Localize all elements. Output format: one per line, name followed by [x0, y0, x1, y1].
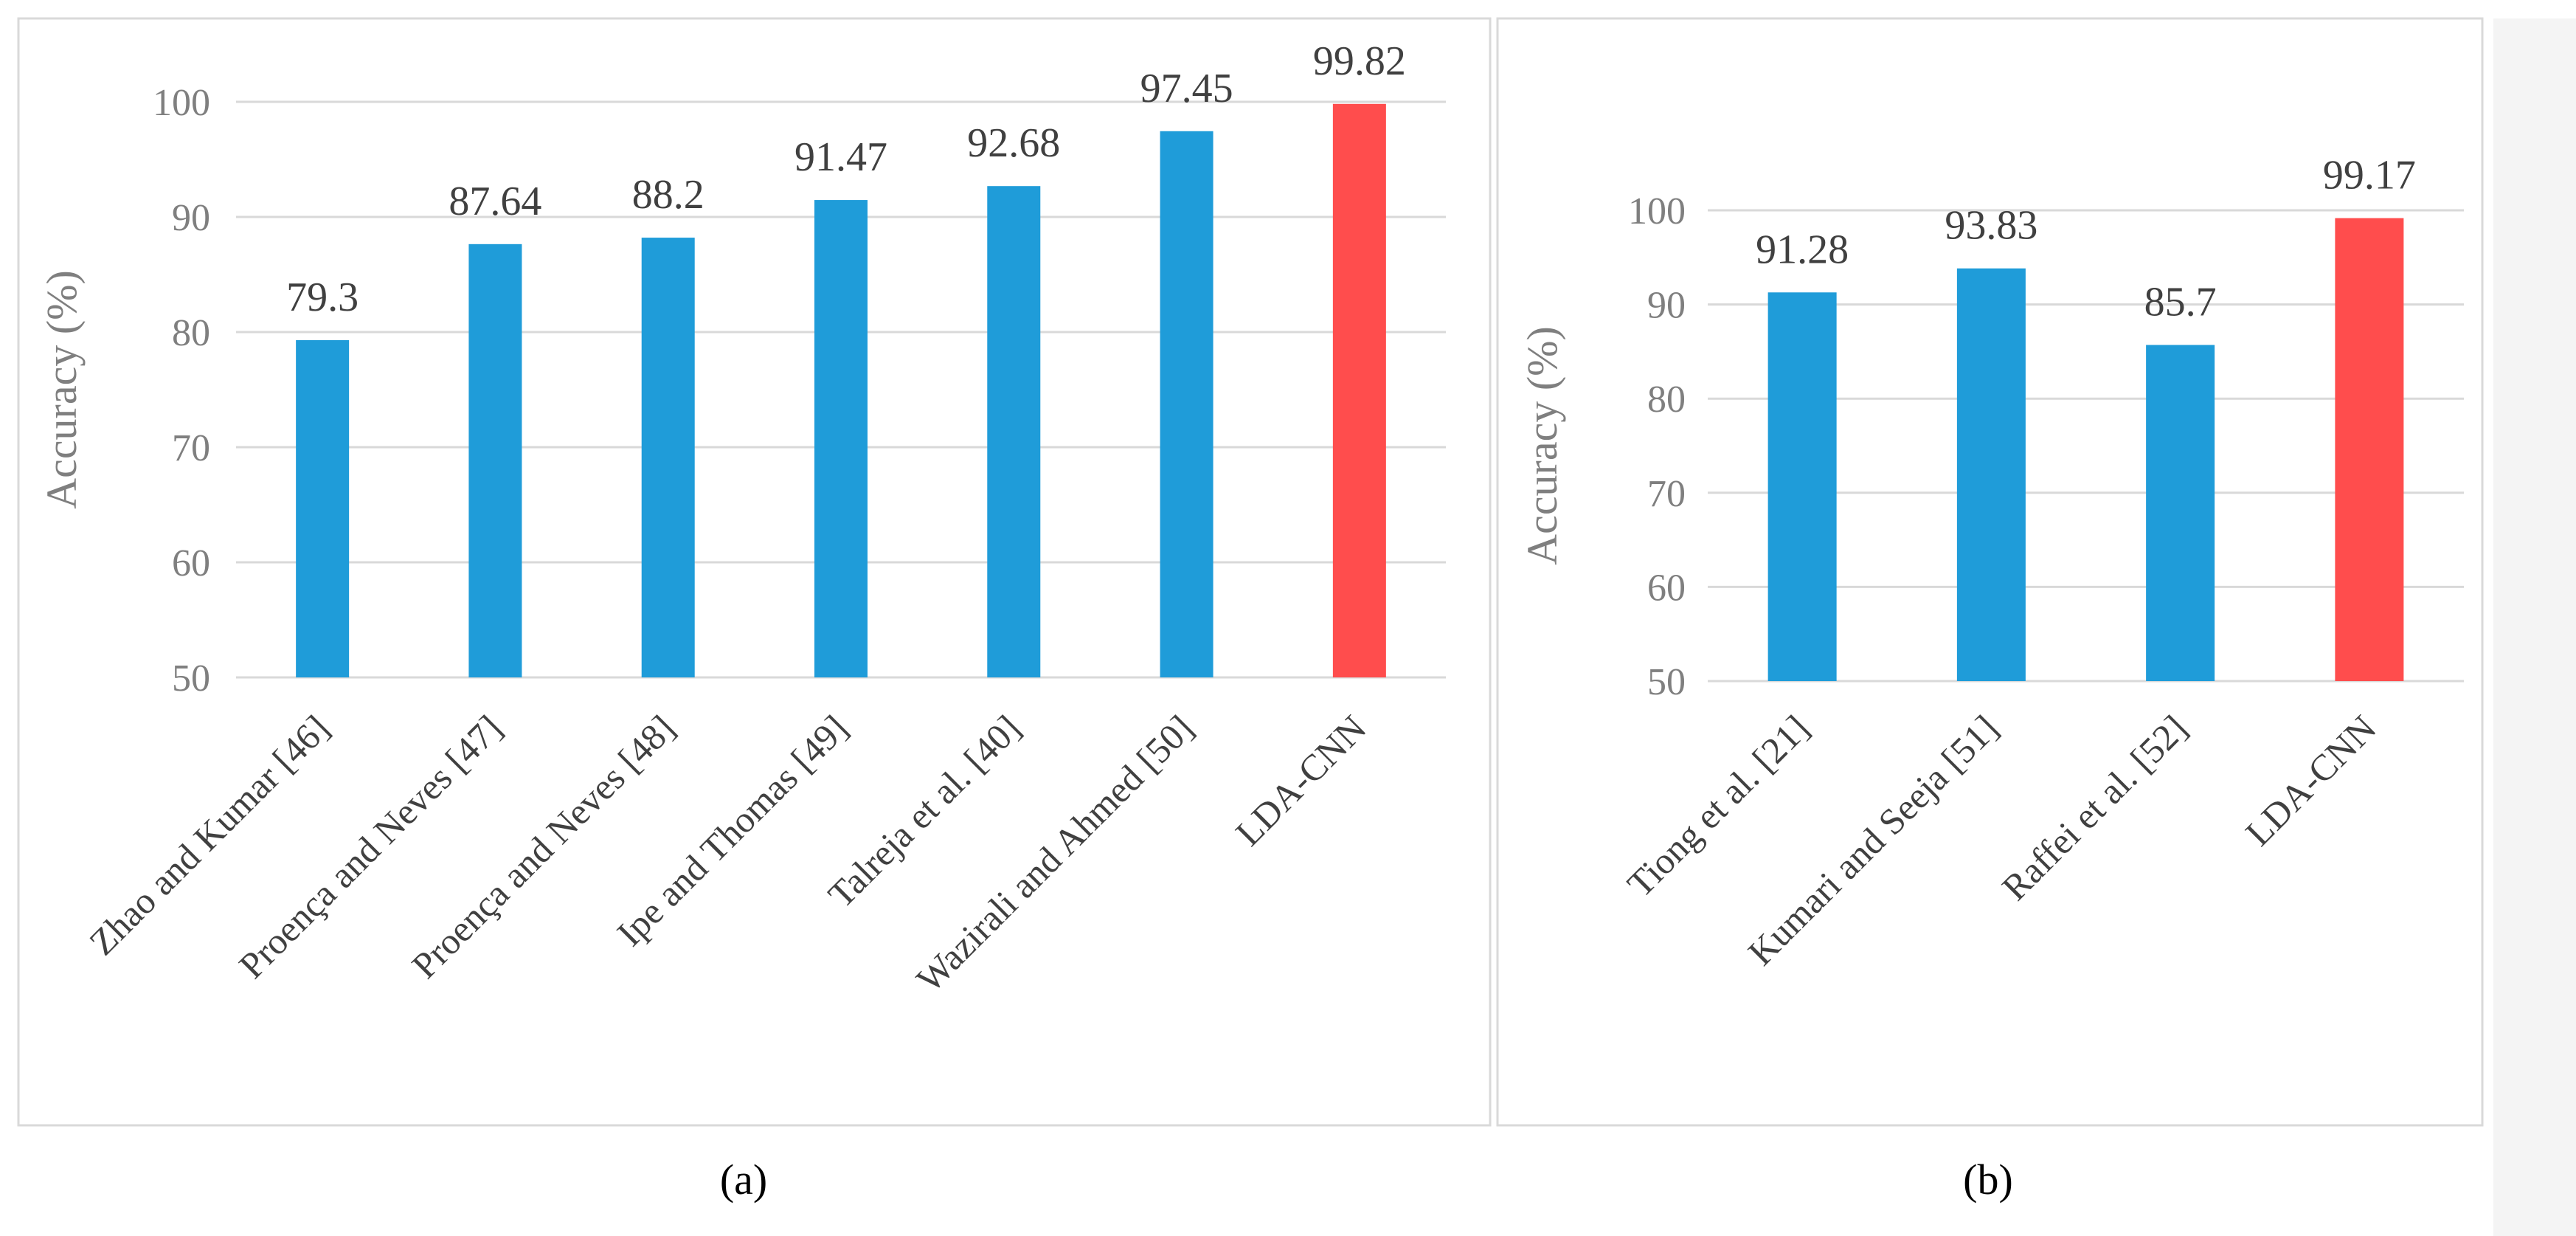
y-tick-label: 50	[172, 657, 210, 700]
y-tick-label: 60	[1647, 567, 1686, 609]
y-tick-label: 70	[172, 427, 210, 469]
bar	[2146, 345, 2215, 681]
y-tick-label: 90	[1647, 285, 1686, 327]
bar	[468, 244, 522, 677]
page-margin-strip	[2493, 18, 2576, 1236]
data-label: 92.68	[967, 120, 1060, 166]
bar	[2335, 218, 2404, 681]
panel-label: (b)	[1963, 1156, 2013, 1204]
y-tick-label: 60	[172, 542, 210, 584]
panel-label: (a)	[720, 1156, 767, 1204]
bar	[814, 200, 868, 677]
data-label: 97.45	[1140, 66, 1233, 111]
chart-frame	[17, 17, 1492, 1127]
data-label: 91.28	[1756, 227, 1849, 272]
y-tick-label: 80	[172, 312, 210, 354]
bar	[1332, 103, 1386, 678]
data-label: 99.82	[1313, 38, 1406, 84]
y-axis-title: Accuracy (%)	[38, 270, 86, 509]
data-label: 79.3	[286, 275, 359, 320]
data-label: 91.47	[794, 134, 887, 180]
y-tick-label: 70	[1647, 473, 1686, 515]
bar	[1767, 292, 1837, 681]
bar	[296, 339, 350, 677]
bar	[1956, 268, 2026, 681]
y-tick-label: 100	[153, 82, 210, 124]
data-label: 87.64	[449, 179, 541, 224]
data-label: 85.7	[2144, 279, 2217, 325]
y-tick-label: 90	[172, 197, 210, 239]
data-label: 99.17	[2323, 153, 2416, 198]
y-tick-label: 80	[1647, 379, 1686, 421]
y-axis-title: Accuracy (%)	[1518, 326, 1566, 565]
y-tick-label: 100	[1628, 190, 1686, 232]
bar	[987, 186, 1041, 677]
y-tick-label: 50	[1647, 661, 1686, 703]
data-label: 93.83	[1945, 203, 2037, 249]
bar	[1160, 131, 1213, 677]
data-label: 88.2	[632, 172, 704, 218]
bar	[641, 238, 695, 678]
